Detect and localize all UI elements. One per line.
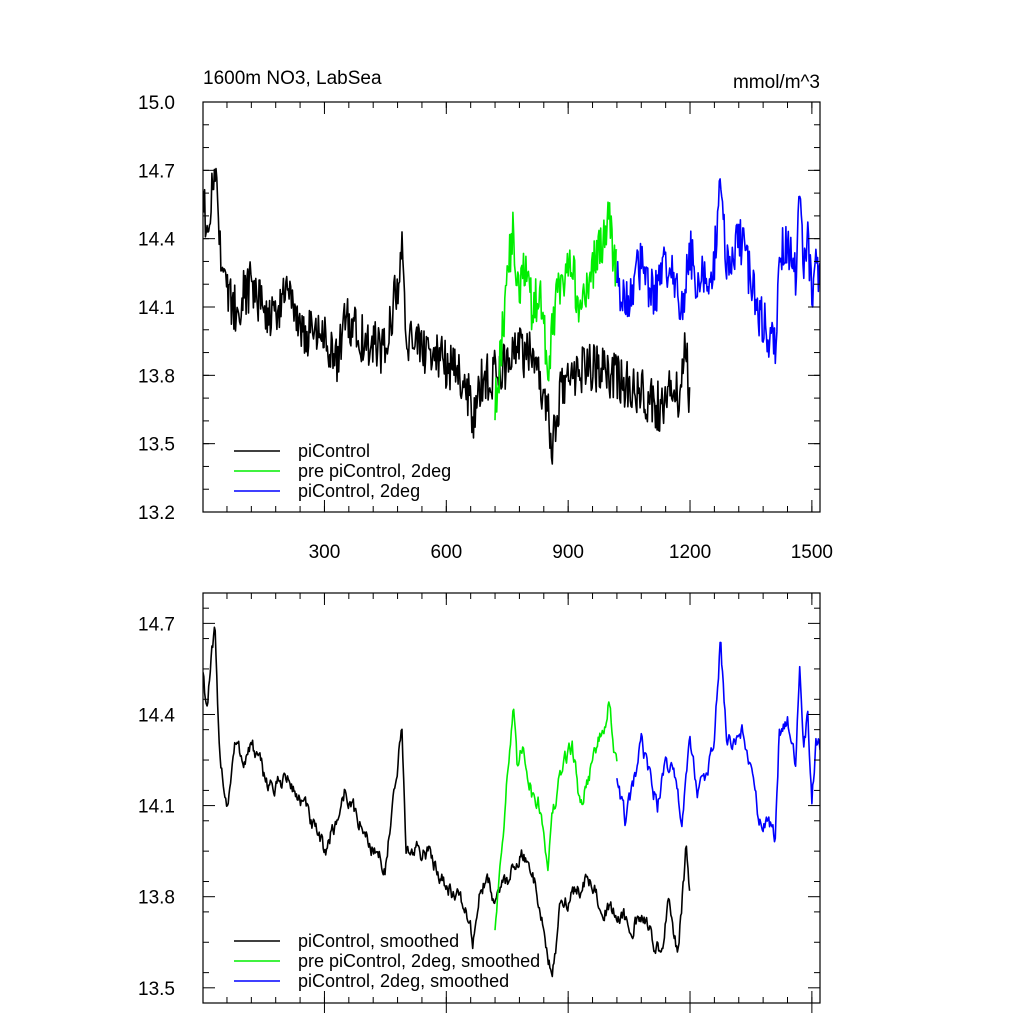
legend-label: pre piControl, 2deg, smoothed — [298, 951, 540, 971]
y-tick-label: 13.2 — [138, 503, 175, 524]
x-tick-label: 300 — [309, 542, 341, 563]
x-tick-label: 600 — [430, 542, 462, 563]
y-tick-label: 14.1 — [138, 298, 175, 319]
top-plot-frame — [202, 101, 821, 513]
units-label: mmol/m^3 — [733, 72, 820, 93]
series-line-2 — [616, 641, 820, 843]
top-series-group — [203, 167, 820, 465]
y-tick-label: 13.8 — [138, 366, 175, 387]
y-tick-label: 14.7 — [138, 614, 175, 635]
legend-label: piControl — [298, 441, 370, 461]
legend-label: pre piControl, 2deg — [298, 461, 451, 481]
legend-label: piControl, 2deg — [298, 481, 420, 501]
series-line-2 — [616, 178, 820, 365]
bottom-series-group — [203, 626, 820, 978]
top-axes: 13.2 13.5 13.8 14.1 14.4 14.7 15.0 300 600 900 120… — [138, 93, 833, 563]
legend-label: piControl, smoothed — [298, 931, 459, 951]
chart-title: 1600m NO3, LabSea — [203, 68, 382, 89]
series-line-0 — [203, 626, 691, 978]
bottom-plot-frame — [202, 592, 821, 1004]
x-tick-label: 1500 — [791, 542, 833, 563]
y-tick-label: 14.4 — [138, 230, 175, 251]
y-tick-label: 14.7 — [138, 161, 175, 182]
x-tick-label: 900 — [552, 542, 584, 563]
bottom-axes: 13.5 13.8 14.1 14.4 14.7 — [138, 593, 820, 1013]
x-tick-label: 1200 — [669, 542, 711, 563]
y-tick-label: 15.0 — [138, 93, 175, 114]
y-tick-label: 14.4 — [138, 705, 175, 726]
legend-label: piControl, 2deg, smoothed — [298, 971, 509, 991]
top-panel: 1600m NO3, LabSea mmol/m^3 13.213.513.81… — [138, 68, 833, 563]
y-tick-label: 13.5 — [138, 435, 175, 456]
y-tick-label: 13.8 — [138, 888, 175, 909]
series-line-1 — [494, 201, 618, 421]
series-line-0 — [203, 167, 691, 465]
y-tick-label: 13.5 — [138, 979, 175, 1000]
y-tick-label: 14.1 — [138, 797, 175, 818]
series-line-1 — [494, 701, 618, 931]
bottom-panel: 13.5 13.8 14.1 14.4 14.7 piControl, smoothed… — [138, 592, 821, 1013]
